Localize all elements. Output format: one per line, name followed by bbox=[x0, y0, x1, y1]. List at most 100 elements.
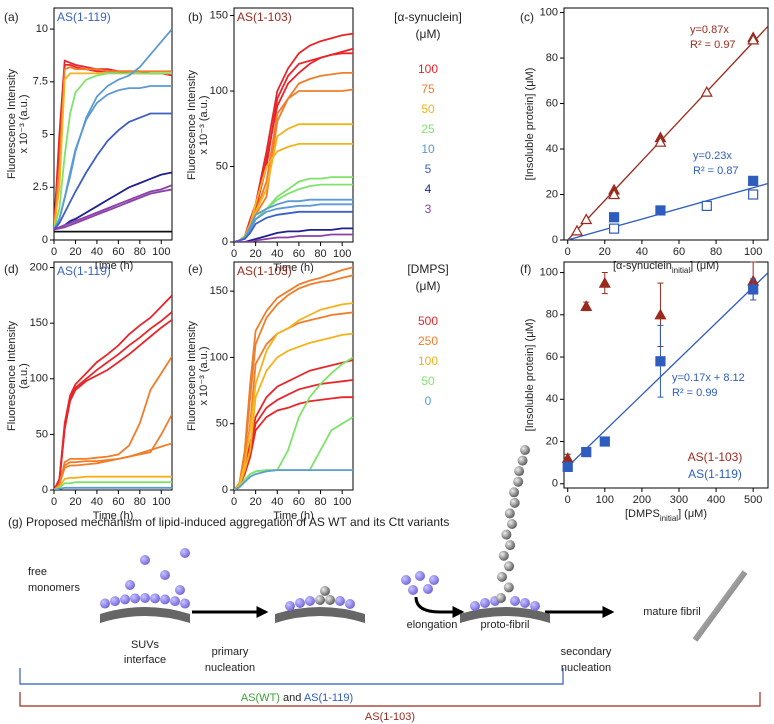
legend-entry: 10 bbox=[421, 142, 435, 156]
x-tick-label: 100 bbox=[744, 246, 762, 258]
data-line bbox=[54, 64, 172, 230]
x-tick-label: 100 bbox=[152, 496, 170, 508]
y-tick-label: 150 bbox=[30, 317, 48, 329]
fibril-unit bbox=[517, 455, 528, 466]
panel-label: (a) bbox=[4, 10, 19, 24]
chart-panel: 0 20 40 60 80 100 0 20 40 60 80 100 (c) [Insoluble pr… bbox=[520, 6, 769, 275]
y-tick-label: 50 bbox=[216, 160, 228, 172]
y-axis-label: x 10⁻³ (a.u.) bbox=[198, 96, 210, 155]
data-line bbox=[234, 302, 353, 490]
x-tick-label: 60 bbox=[293, 248, 305, 260]
y-tick-label: 50 bbox=[36, 428, 48, 440]
panel-label: (e) bbox=[188, 262, 203, 276]
x-axis-label: Time (h) bbox=[93, 510, 134, 522]
monomer bbox=[470, 601, 480, 611]
point bbox=[570, 224, 584, 236]
x-tick-label: 40 bbox=[271, 248, 283, 260]
legend-entry: 25 bbox=[421, 122, 435, 136]
nucleus bbox=[325, 595, 335, 605]
legend-entry: 500 bbox=[418, 314, 438, 328]
legend-entry: 5 bbox=[425, 162, 432, 176]
x-tick-label: 60 bbox=[673, 246, 685, 258]
monomer bbox=[530, 601, 540, 611]
monomer bbox=[180, 548, 190, 558]
fit-line bbox=[567, 182, 768, 240]
y-axis-label: [Insoluble protein] (μM) bbox=[524, 68, 536, 181]
x-tick-label: 40 bbox=[271, 496, 283, 508]
label: AS(1-119) bbox=[304, 692, 353, 704]
x-tick-label: 80 bbox=[134, 496, 146, 508]
legend-entry: AS(1-119) bbox=[688, 467, 742, 481]
x-tick-label: 80 bbox=[710, 246, 722, 258]
y-axis-label: Fluorescence Intensity bbox=[6, 320, 18, 431]
inner-title: AS(1-103) bbox=[237, 10, 292, 24]
data-line bbox=[234, 32, 353, 242]
legend-title: [DMPS] bbox=[407, 262, 448, 276]
label: primary bbox=[212, 646, 249, 658]
y-tick-label: 20 bbox=[546, 188, 558, 200]
point bbox=[580, 213, 593, 225]
point bbox=[748, 284, 759, 295]
legend-title: (μM) bbox=[416, 279, 441, 293]
x-tick-label: 100 bbox=[152, 246, 170, 258]
y-tick-label: 80 bbox=[546, 309, 558, 321]
monomer bbox=[285, 601, 295, 611]
point bbox=[654, 135, 667, 147]
point bbox=[700, 85, 713, 97]
label: secondary bbox=[561, 646, 612, 658]
label-part: initial bbox=[660, 514, 678, 523]
y-tick-label: 10 bbox=[36, 23, 48, 35]
fibril-unit bbox=[504, 561, 515, 572]
point bbox=[608, 188, 621, 200]
y-tick-label: 100 bbox=[540, 266, 558, 278]
label-part: ] (μM) bbox=[690, 260, 719, 272]
y-tick-label: 100 bbox=[540, 6, 558, 18]
x-tick-label: 0 bbox=[565, 246, 571, 258]
x-axis-label: Time (h) bbox=[93, 260, 134, 272]
y-axis-label: Fluorescence Intensity bbox=[186, 320, 198, 431]
chart-panel: 0 20 40 60 80 100 0 50 100 150 (b) Fluorescence Int… bbox=[186, 7, 462, 274]
legend-entry: 75 bbox=[421, 82, 435, 96]
fit-equation: y=0.23x bbox=[693, 150, 732, 162]
panel-label: (f) bbox=[520, 262, 531, 276]
fibril-unit bbox=[504, 508, 515, 519]
chart-panel: 0 100 200 300 400 500 0 20 40 60 80 100 (f) [Insolubl… bbox=[520, 261, 769, 523]
panel-label: (d) bbox=[4, 262, 19, 276]
x-tick-label: 0 bbox=[51, 246, 57, 258]
data-line bbox=[234, 203, 353, 242]
data-line bbox=[234, 469, 353, 490]
monomer bbox=[140, 555, 150, 565]
data-line bbox=[54, 294, 172, 490]
data-line bbox=[54, 85, 172, 230]
bracket-label: AS(WT) and AS(1-119) bbox=[241, 692, 353, 704]
fibril-unit bbox=[509, 487, 520, 498]
data-line bbox=[54, 311, 172, 490]
fit-line bbox=[567, 272, 768, 468]
fibril-unit bbox=[513, 476, 524, 487]
data-line bbox=[54, 486, 172, 490]
plot-area bbox=[234, 32, 353, 242]
x-tick-label: 80 bbox=[134, 246, 146, 258]
fibril-unit bbox=[501, 529, 512, 540]
y-tick-label: 150 bbox=[210, 285, 228, 297]
label-part: [α-synuclein bbox=[613, 260, 672, 272]
fibril-unit bbox=[507, 519, 517, 529]
legend-entry: 250 bbox=[418, 334, 438, 348]
point bbox=[562, 461, 573, 472]
fit-line bbox=[567, 25, 768, 240]
label: interface bbox=[124, 654, 166, 666]
data-line bbox=[54, 66, 172, 230]
x-tick-label: 300 bbox=[670, 494, 688, 506]
membrane bbox=[275, 607, 365, 623]
y-tick-label: 100 bbox=[210, 351, 228, 363]
monomer bbox=[140, 593, 150, 603]
legend-entry: 0 bbox=[425, 394, 432, 408]
legend-entry: 100 bbox=[418, 354, 438, 368]
data-line bbox=[54, 188, 172, 231]
bracket bbox=[19, 692, 761, 707]
data-line bbox=[54, 481, 172, 490]
fibril-unit bbox=[509, 497, 520, 508]
y-tick-label: 60 bbox=[546, 351, 558, 363]
